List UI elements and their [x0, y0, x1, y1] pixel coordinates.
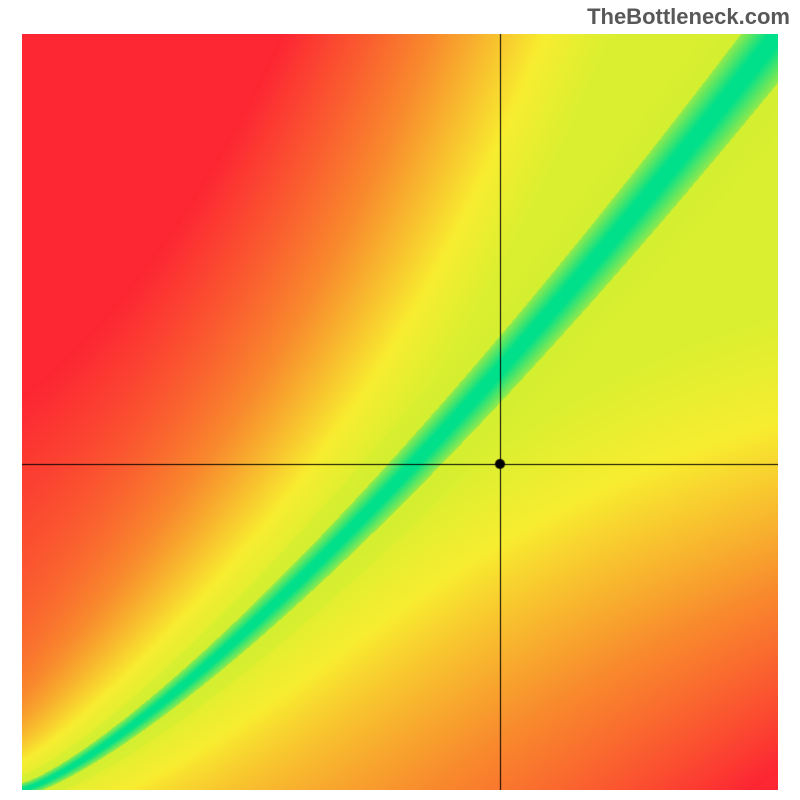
chart-container: TheBottleneck.com — [0, 0, 800, 800]
heatmap-plot — [22, 34, 778, 790]
heatmap-canvas — [22, 34, 778, 790]
attribution-label: TheBottleneck.com — [587, 4, 790, 30]
